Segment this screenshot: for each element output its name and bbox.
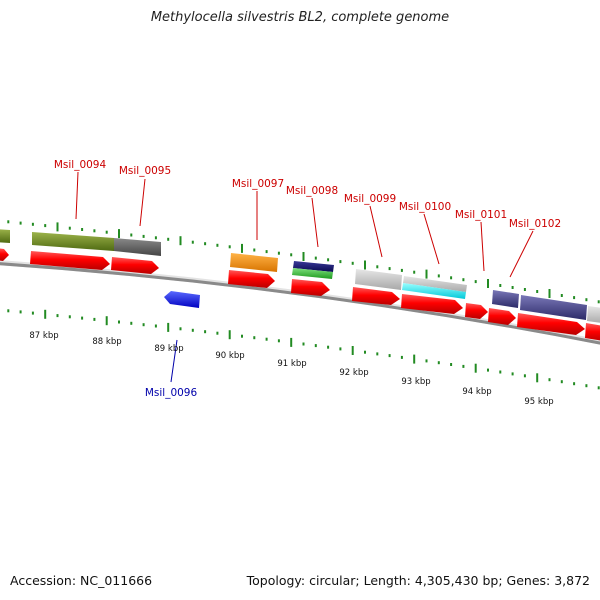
feature-block <box>292 268 333 279</box>
feature-block <box>0 229 10 243</box>
ruler-label-95: 95 kbp <box>524 397 553 407</box>
feature-blocks <box>0 229 600 323</box>
feature-block <box>587 306 600 323</box>
ruler-label-94: 94 kbp <box>462 387 491 397</box>
ruler-label-90: 90 kbp <box>215 351 244 361</box>
feature-block <box>114 238 161 256</box>
gene-label-msil-0094: Msil_0094 <box>54 159 107 171</box>
gene-label-msil-0097: Msil_0097 <box>232 178 284 190</box>
gene-label-msil-0098: Msil_0098 <box>286 185 338 197</box>
ruler-label-88: 88 kbp <box>92 337 121 347</box>
ruler-labels: 87 kbp 88 kbp 89 kbp 90 kbp 91 kbp 92 kb… <box>29 331 553 407</box>
outer-tick-track <box>7 220 600 304</box>
cds-arrow <box>0 248 9 261</box>
inner-tick-track <box>7 309 600 390</box>
feature-block <box>32 232 114 251</box>
feature-block <box>492 290 519 308</box>
gene-label-msil-0101: Msil_0101 <box>455 209 507 221</box>
cds-arrow <box>352 287 400 305</box>
gene-label-msil-0099: Msil_0099 <box>344 193 396 205</box>
accession-text: Accession: NC_011666 <box>10 573 153 588</box>
cds-arrow-reverse <box>164 291 200 308</box>
cds-arrow <box>401 294 463 314</box>
cds-arrow <box>517 313 585 335</box>
cds-arrow <box>291 279 330 296</box>
gene-labels: Msil_0094 Msil_0095 Msil_0097 Msil_0098 … <box>54 159 561 399</box>
cds-arrow <box>465 303 488 319</box>
cds-arrow <box>111 257 159 274</box>
genome-backbone <box>0 262 600 345</box>
cds-arrow <box>228 270 275 288</box>
ruler-label-87: 87 kbp <box>29 331 58 341</box>
gene-label-msil-0102: Msil_0102 <box>509 218 561 230</box>
cds-arrows <box>0 248 600 341</box>
genome-summary-text: Topology: circular; Length: 4,305,430 bp… <box>246 573 590 588</box>
map-title: Methylocella silvestris BL2, complete ge… <box>150 10 450 25</box>
gene-label-msil-0095: Msil_0095 <box>119 165 171 177</box>
feature-block <box>402 283 466 299</box>
feature-block <box>403 276 467 292</box>
gene-label-msil-0100: Msil_0100 <box>399 201 451 213</box>
ruler-label-89: 89 kbp <box>154 344 183 354</box>
feature-block <box>230 253 278 272</box>
gene-leader-lines <box>75 171 534 383</box>
cds-arrow <box>488 308 516 325</box>
feature-block <box>293 261 334 272</box>
cds-arrow <box>30 251 110 270</box>
ruler-label-91: 91 kbp <box>277 359 306 369</box>
gene-label-msil-0096: Msil_0096 <box>145 387 198 399</box>
ruler-label-92: 92 kbp <box>339 368 368 378</box>
feature-block <box>520 295 587 320</box>
cds-arrow <box>585 323 600 341</box>
feature-block <box>355 269 402 290</box>
ruler-label-93: 93 kbp <box>401 377 430 387</box>
